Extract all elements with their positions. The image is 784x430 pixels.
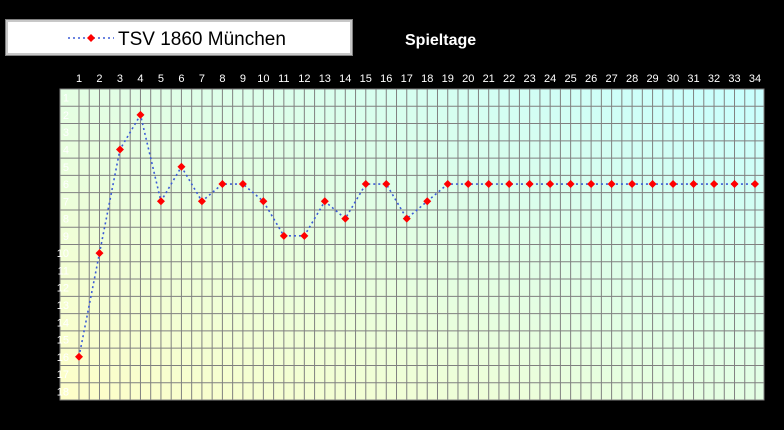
x-tick-label: 2 <box>96 73 102 85</box>
y-tick-label: 6 <box>63 179 69 191</box>
data-point-marker <box>689 180 698 189</box>
x-tick-label: 24 <box>544 73 556 85</box>
data-point-marker <box>177 162 186 171</box>
series-line <box>78 112 755 357</box>
data-point-marker <box>136 110 145 119</box>
x-tick-label: 3 <box>117 73 123 85</box>
data-point-marker <box>648 180 657 189</box>
x-tick-label: 30 <box>667 73 679 85</box>
y-tick-label: 8 <box>63 214 69 226</box>
x-tick-label: 32 <box>708 73 720 85</box>
x-tick-label: 26 <box>585 73 597 85</box>
legend: TSV 1860 München <box>5 19 353 56</box>
x-tick-label: 17 <box>401 73 413 85</box>
y-tick-label: 12 <box>57 283 69 295</box>
y-tick-label: 15 <box>57 335 69 347</box>
x-tick-label: 5 <box>158 73 164 85</box>
data-point-marker <box>423 197 432 206</box>
y-tick-label: 11 <box>58 265 69 277</box>
x-tick-label: 8 <box>219 73 225 85</box>
x-tick-label: 29 <box>646 73 658 85</box>
data-point-marker <box>669 180 678 189</box>
y-tick-label: 5 <box>63 162 69 174</box>
data-point-marker <box>587 180 596 189</box>
x-tick-label: 21 <box>483 73 495 85</box>
y-tick-label: 7 <box>63 196 69 208</box>
data-point-marker <box>443 180 452 189</box>
legend-label: TSV 1860 München <box>118 29 286 50</box>
data-point-marker <box>566 180 575 189</box>
x-tick-label: 22 <box>503 73 515 85</box>
x-tick-label: 10 <box>257 73 269 85</box>
y-tick-label: 2 <box>63 110 69 122</box>
x-tick-label: 14 <box>339 73 351 85</box>
data-point-marker <box>730 180 739 189</box>
data-point-marker <box>279 231 288 240</box>
data-point-marker <box>464 180 473 189</box>
data-point-marker <box>238 180 247 189</box>
data-point-marker <box>525 180 534 189</box>
x-tick-label: 19 <box>442 73 454 85</box>
x-tick-label: 15 <box>360 73 372 85</box>
y-tick-label: 13 <box>57 300 69 312</box>
x-tick-label: 7 <box>199 73 205 85</box>
y-tick-label: 10 <box>57 248 69 260</box>
y-tick-label: 3 <box>63 127 69 139</box>
x-tick-label: 34 <box>749 73 761 85</box>
x-tick-label: 1 <box>76 73 82 85</box>
y-tick-label: 17 <box>57 369 69 381</box>
data-point-marker <box>115 145 124 154</box>
x-tick-label: 20 <box>462 73 474 85</box>
data-point-marker <box>341 214 350 223</box>
plot-border <box>59 88 765 401</box>
data-point-marker <box>382 180 391 189</box>
y-tick-label: 9 <box>63 231 69 243</box>
x-tick-label: 18 <box>421 73 433 85</box>
data-point-marker <box>484 180 493 189</box>
y-tick-label: 18 <box>57 386 69 398</box>
y-tick-label: 16 <box>57 352 69 364</box>
y-tick-label: 4 <box>63 144 69 156</box>
data-point-marker <box>607 180 616 189</box>
data-point-marker <box>751 180 759 189</box>
data-point-marker <box>197 197 206 206</box>
data-point-marker <box>300 231 309 240</box>
data-point-marker <box>628 180 637 189</box>
x-tick-label: 13 <box>319 73 331 85</box>
x-tick-label: 4 <box>137 73 143 85</box>
x-tick-label: 6 <box>178 73 184 85</box>
data-point-marker <box>75 352 83 361</box>
data-point-marker <box>320 197 329 206</box>
x-tick-label: 9 <box>240 73 246 85</box>
data-point-marker <box>156 197 165 206</box>
x-tick-label: 31 <box>687 73 699 85</box>
data-point-marker <box>259 197 268 206</box>
legend-line-marker-icon <box>68 34 114 42</box>
x-tick-label: 28 <box>626 73 638 85</box>
y-tick-label: 14 <box>57 317 69 329</box>
x-tick-label: 23 <box>524 73 536 85</box>
data-point-marker <box>546 180 555 189</box>
x-tick-label: 27 <box>605 73 617 85</box>
data-point-marker <box>402 214 411 223</box>
data-point-marker <box>361 180 370 189</box>
y-tick-label: 1 <box>63 93 69 105</box>
x-tick-label: 16 <box>380 73 392 85</box>
x-tick-label: 33 <box>728 73 740 85</box>
data-point-marker <box>218 180 227 189</box>
x-tick-label: 11 <box>278 73 289 85</box>
data-point-marker <box>505 180 514 189</box>
chart-title: Spieltage <box>405 32 477 49</box>
data-point-marker <box>710 180 719 189</box>
data-point-marker <box>95 249 104 258</box>
x-tick-label: 12 <box>298 73 310 85</box>
x-tick-label: 25 <box>565 73 577 85</box>
